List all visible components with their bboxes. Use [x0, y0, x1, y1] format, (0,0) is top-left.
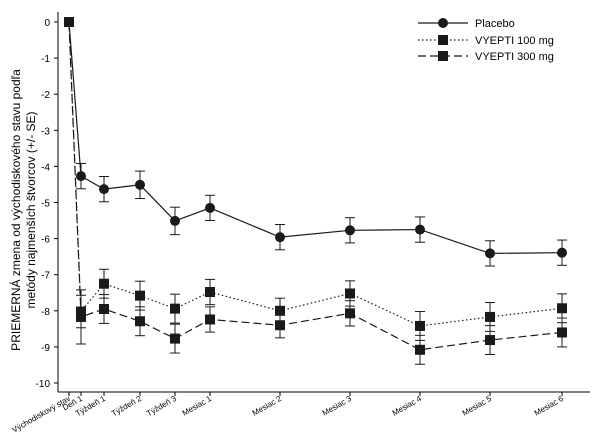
- x-tick-label: Mesiac 4: [391, 394, 424, 418]
- data-point: [99, 303, 109, 314]
- y-tick-label: -2: [41, 90, 50, 101]
- y-tick-label: -7: [41, 271, 50, 282]
- data-point: [275, 305, 285, 316]
- data-point: [485, 248, 495, 259]
- legend-item-vyepti-100: VYEPTI 100 mg: [418, 35, 554, 47]
- data-point: [205, 314, 215, 325]
- y-tick-label: 0: [44, 18, 50, 29]
- data-point: [64, 17, 74, 27]
- data-point: [557, 247, 567, 258]
- y-axis-label: PRIEMERNÁ zmena od východiskového stavu …: [8, 69, 38, 351]
- legend-item-placebo: Placebo: [418, 18, 515, 30]
- data-point: [345, 225, 355, 236]
- data-point: [170, 303, 180, 314]
- data-point: [76, 311, 86, 322]
- y-tick-label: -8: [41, 307, 50, 318]
- x-tick-label: Mesiac 5: [461, 394, 494, 418]
- data-point: [485, 311, 495, 322]
- legend-label-vyepti-100: VYEPTI 100 mg: [475, 35, 554, 47]
- data-point: [205, 287, 215, 298]
- y-tick-label: -3: [41, 126, 50, 137]
- y-tick-label: -6: [41, 235, 50, 246]
- series-vyepti-100-mg: [64, 17, 567, 341]
- y-tick-label: -5: [41, 199, 50, 210]
- legend-marker-vyepti-100: [438, 35, 448, 45]
- data-point: [485, 335, 495, 346]
- x-tick-label: Mesiac 3: [321, 394, 354, 418]
- plot-area: [64, 17, 567, 365]
- y-tick-label: -1: [41, 54, 50, 65]
- x-tick-label: Mesiac 2: [251, 394, 284, 418]
- data-point: [415, 224, 425, 235]
- x-tick-label: Týždeň 2: [110, 394, 143, 419]
- data-point: [99, 278, 109, 289]
- x-tick-label: Východiskový stav: [11, 394, 72, 435]
- data-point: [275, 320, 285, 331]
- legend: Placebo VYEPTI 100 mg VYEPTI 300 mg: [418, 18, 554, 63]
- data-point: [345, 308, 355, 319]
- data-point: [415, 320, 425, 331]
- x-tick-label: Mesiac 6: [533, 394, 566, 418]
- x-tick-label: Mesiac 1: [181, 394, 214, 418]
- y-tick-label: -4: [41, 162, 50, 173]
- chart-axes: [57, 12, 590, 393]
- legend-marker-vyepti-300: [438, 51, 448, 61]
- data-point: [135, 316, 145, 327]
- series-vyepti-300-mg: [64, 17, 567, 365]
- data-point: [170, 333, 180, 344]
- data-point: [170, 215, 180, 226]
- data-point: [345, 288, 355, 299]
- data-point: [135, 290, 145, 301]
- y-tick-label: -9: [41, 343, 50, 354]
- legend-item-vyepti-300: VYEPTI 300 mg: [418, 51, 554, 63]
- data-point: [76, 171, 86, 182]
- data-point: [205, 202, 215, 213]
- data-point: [275, 232, 285, 243]
- data-point: [99, 184, 109, 195]
- data-point: [557, 303, 567, 314]
- data-point: [135, 179, 145, 190]
- legend-label-vyepti-300: VYEPTI 300 mg: [475, 51, 554, 63]
- y-axis-label-line-2: metódy najmenších štvorcov (+/- SE): [24, 111, 38, 308]
- y-tick-label: -10: [36, 379, 51, 390]
- x-tick-label: Týždeň 3: [145, 394, 178, 419]
- data-point: [415, 344, 425, 355]
- data-point: [557, 327, 567, 338]
- legend-marker-placebo: [438, 18, 448, 28]
- legend-label-placebo: Placebo: [475, 18, 515, 30]
- y-axis-label-line-1: PRIEMERNÁ zmena od východiskového stavu …: [8, 69, 23, 351]
- y-axis-ticks: 0 -1 -2 -3 -4 -5 -6 -7 -8 -9 -10: [36, 18, 58, 390]
- series-line: [68, 21, 563, 327]
